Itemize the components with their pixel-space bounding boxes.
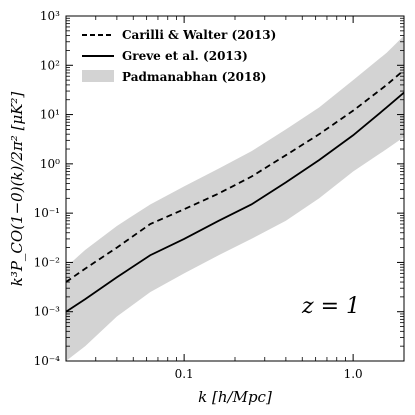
legend-label-greve: Greve et al. (2013) — [122, 49, 248, 63]
legend-label-carilli: Carilli & Walter (2013) — [122, 28, 276, 42]
y-tick-label: 10⁻⁴ — [34, 354, 61, 368]
legend: Carilli & Walter (2013) Greve et al. (20… — [82, 28, 276, 84]
y-tick-label: 10⁻² — [34, 255, 61, 269]
y-tick-label: 10² — [40, 58, 60, 72]
band-layer — [66, 35, 404, 361]
x-axis-title: k [h/Mpc] — [198, 388, 272, 406]
tick-layer: 10⁻⁴ 10⁻³ 10⁻² 10⁻¹ 10⁰ 10¹ 10² 10³ 0.1 1.0 — [34, 9, 405, 381]
y-tick-label: 10³ — [40, 9, 60, 23]
y-tick-label: 10⁻¹ — [34, 206, 60, 220]
x-tick-label: 1.0 — [344, 367, 363, 381]
plot-frame — [65, 15, 405, 362]
y-tick-label: 10⁰ — [40, 157, 60, 171]
redshift-annotation: z = 1 — [301, 294, 360, 319]
x-tick-label: 0.1 — [175, 367, 194, 381]
y-tick-label: 10¹ — [40, 108, 60, 122]
series-band-padmanabhan — [66, 35, 404, 361]
line-layer — [65, 69, 405, 313]
series-line-greve — [65, 91, 405, 313]
legend-label-padmanabhan: Padmanabhan (2018) — [122, 70, 266, 84]
series-line-carilli — [65, 69, 405, 283]
y-axis-title: k³P_CO(1−0)(k)/2π² [μK²] — [8, 92, 26, 287]
y-tick-label: 10⁻³ — [34, 305, 61, 319]
legend-swatch-padmanabhan — [82, 70, 114, 82]
